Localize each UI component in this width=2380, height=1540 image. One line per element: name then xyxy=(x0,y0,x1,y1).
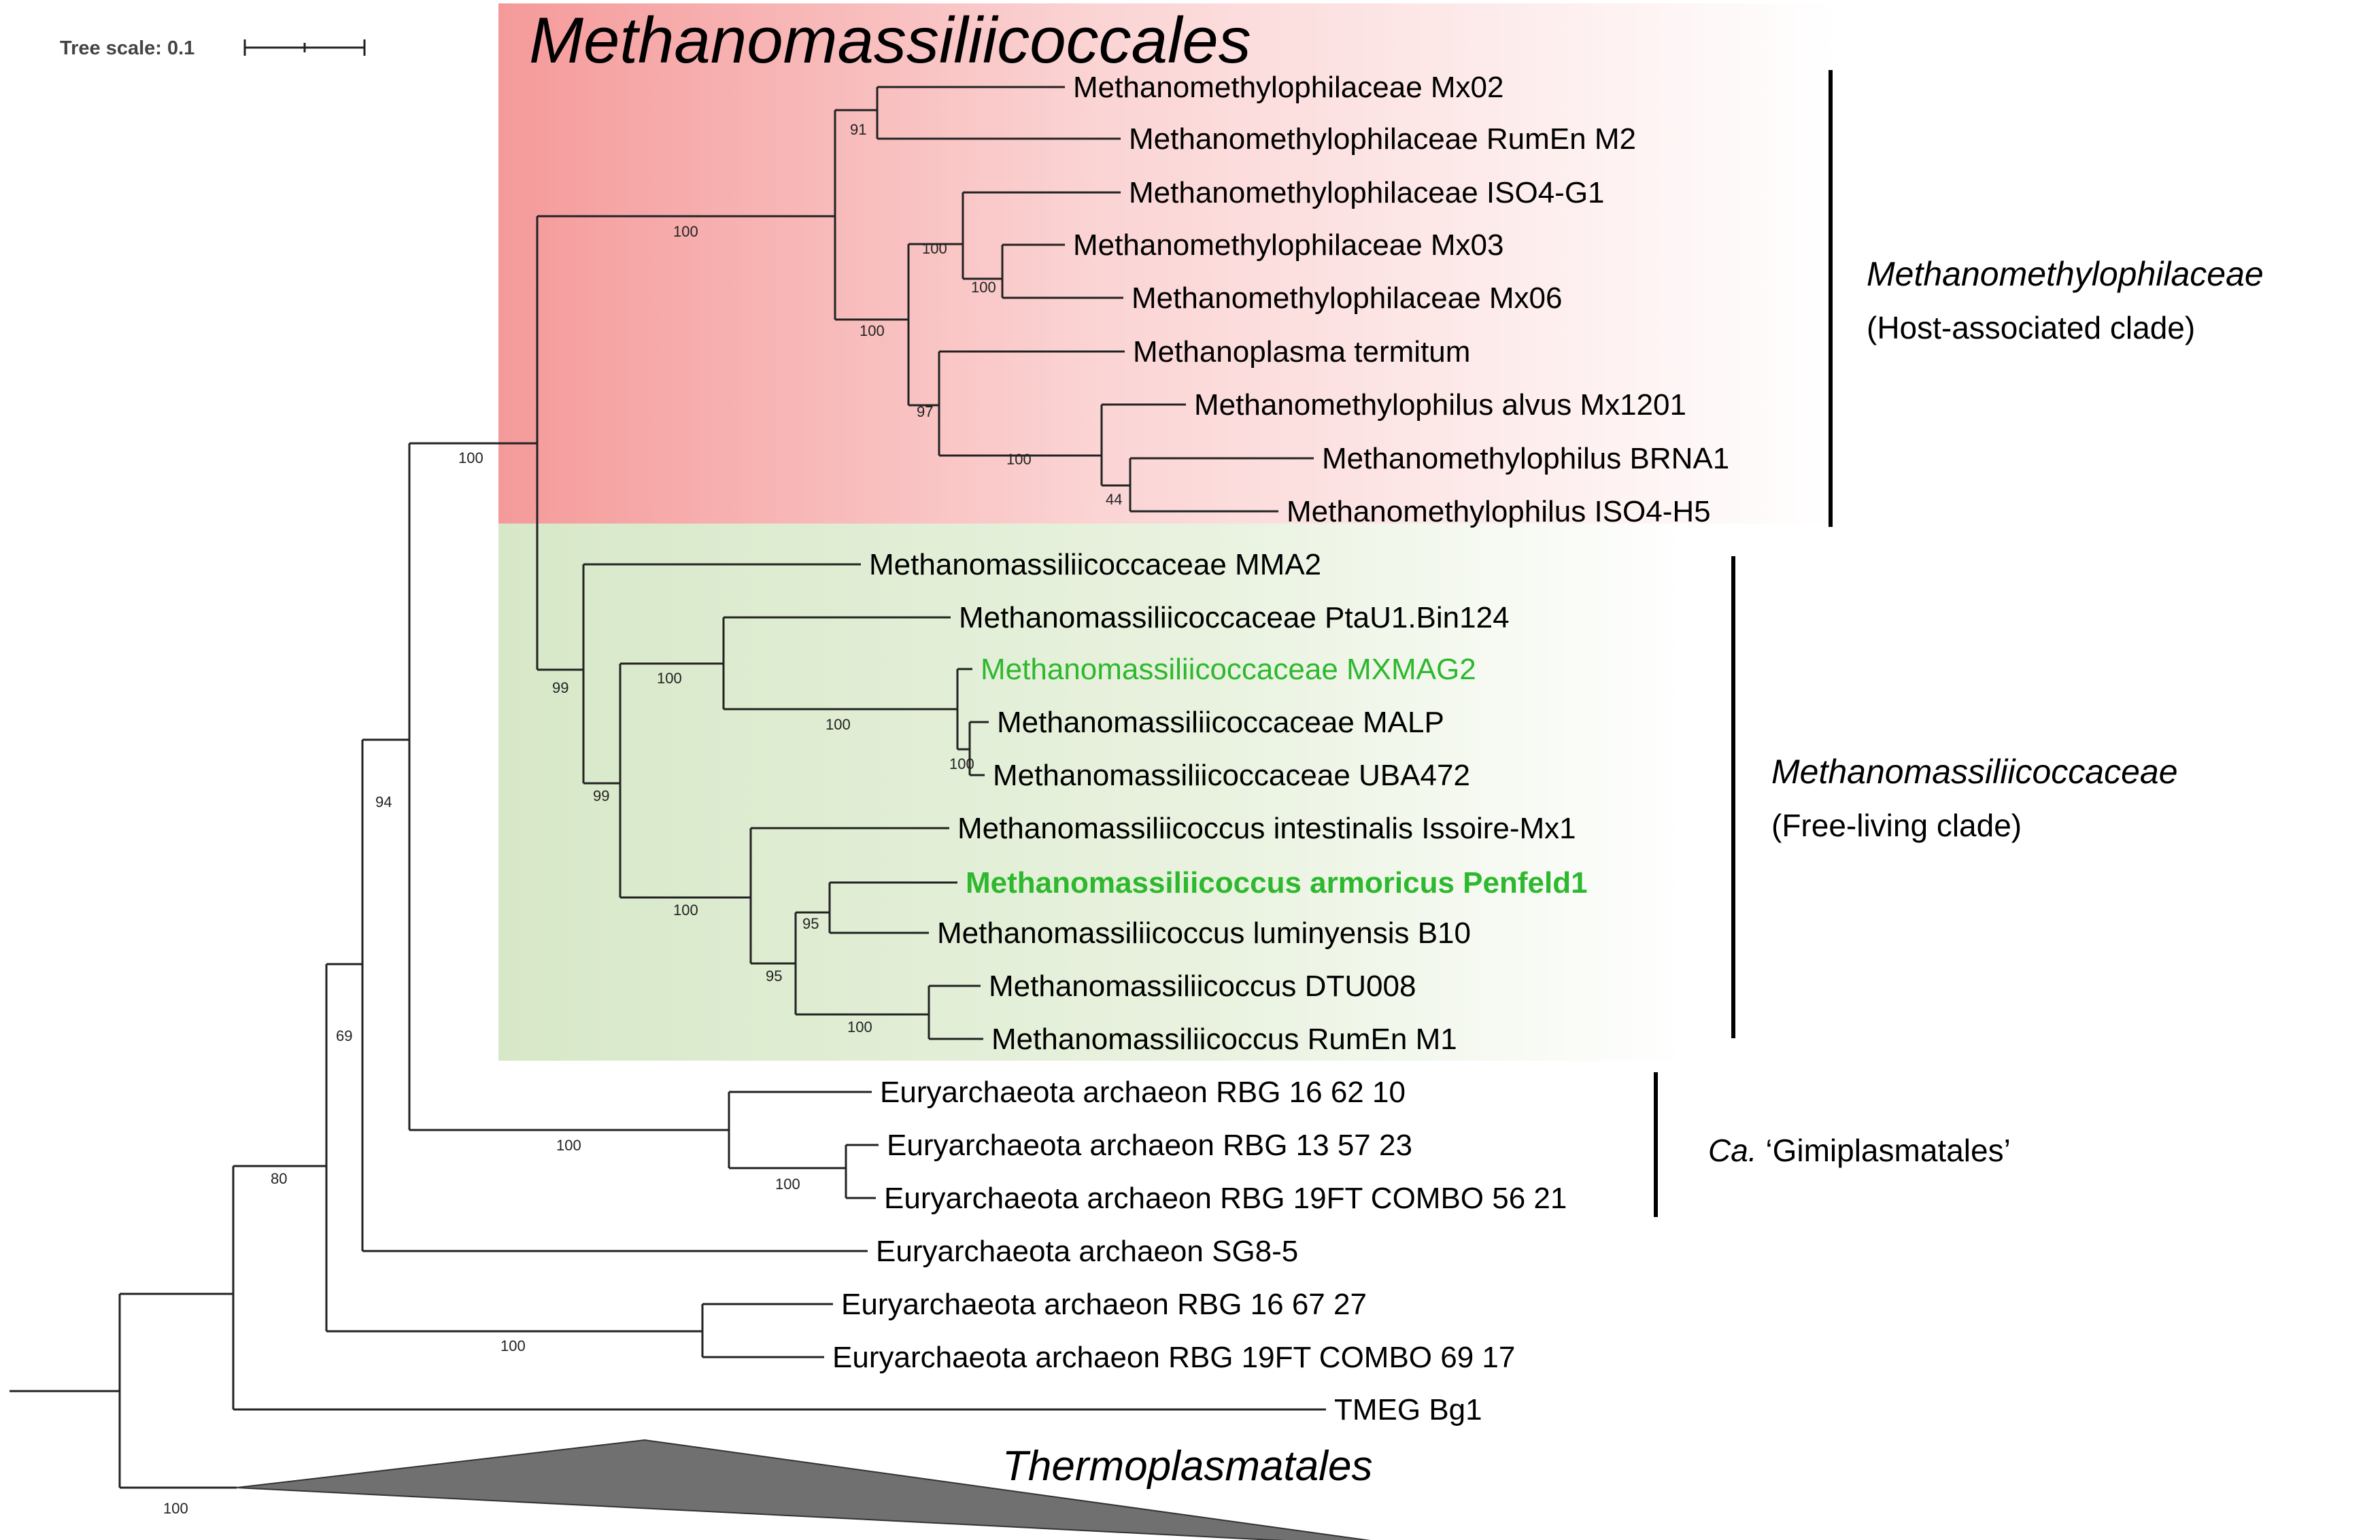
bootstrap-value: 95 xyxy=(766,968,782,985)
bootstrap-value: 100 xyxy=(458,449,483,466)
tip-label: Methanomassiliicoccus RumEn M1 xyxy=(991,1023,1457,1056)
order-title: Methanomassiliicoccales xyxy=(529,4,1251,77)
bootstrap-value: 99 xyxy=(593,787,609,804)
bootstrap-value: 100 xyxy=(775,1176,800,1193)
tip-label: Methanomethylophilus alvus Mx1201 xyxy=(1194,388,1686,422)
gimi-clade-name: ‘Gimiplasmatales’ xyxy=(1765,1133,2010,1168)
bootstrap-value: 91 xyxy=(850,121,866,138)
gimi-clade-prefix: Ca. xyxy=(1708,1133,1757,1168)
host-clade-name: Methanomethylophilaceae xyxy=(1867,255,2264,293)
tip-label: Methanomassiliicoccaceae UBA472 xyxy=(993,759,1470,792)
bootstrap-value: 44 xyxy=(1106,491,1122,508)
bootstrap-value: 100 xyxy=(860,322,885,339)
bootstrap-value: 100 xyxy=(847,1019,872,1036)
tree-scale-label: Tree scale: 0.1 xyxy=(60,37,194,59)
tip-label: Methanomassiliicoccaceae PtaU1.Bin124 xyxy=(959,601,1510,634)
tip-label: Methanomassiliicoccus DTU008 xyxy=(989,970,1416,1003)
bootstrap-value: 100 xyxy=(971,279,996,296)
free-clade-description: (Free-living clade) xyxy=(1771,808,2022,843)
gimi-clade-label: Ca. ‘Gimiplasmatales’ xyxy=(1708,1133,2011,1168)
tip-label: Methanomethylophilaceae Mx02 xyxy=(1073,71,1504,104)
bootstrap-value: 97 xyxy=(917,403,933,420)
host-clade-background xyxy=(498,3,1836,524)
tip-label: Methanomethylophilaceae Mx06 xyxy=(1132,281,1563,315)
tip-label: Methanomassiliicoccaceae MALP xyxy=(997,706,1444,739)
bootstrap-value: 80 xyxy=(271,1170,287,1187)
tip-label: Euryarchaeota archaeon RBG 16 62 10 xyxy=(880,1076,1406,1109)
tip-label: Euryarchaeota archaeon SG8-5 xyxy=(876,1235,1298,1268)
bootstrap-value: 100 xyxy=(556,1137,581,1154)
bootstrap-value: 100 xyxy=(922,240,947,257)
tip-label: Methanomethylophilaceae RumEn M2 xyxy=(1129,122,1636,156)
tip-label: Methanomassiliicoccus luminyensis B10 xyxy=(937,917,1471,950)
tip-label: Methanomethylophilus ISO4-H5 xyxy=(1287,495,1711,528)
bootstrap-value: 100 xyxy=(1006,451,1032,468)
bootstrap-value: 100 xyxy=(657,670,682,687)
tip-label-highlighted: Methanomassiliicoccaceae MXMAG2 xyxy=(981,653,1476,686)
tip-label: TMEG Bg1 xyxy=(1334,1393,1482,1426)
thermoplasmatales-label: Thermoplasmatales xyxy=(1002,1443,1372,1490)
tip-label: Methanoplasma termitum xyxy=(1133,335,1470,369)
bootstrap-value: 100 xyxy=(163,1500,188,1517)
free-clade-name: Methanomassiliicoccaceae xyxy=(1771,753,2178,791)
tip-labels: Methanomethylophilaceae Mx02 Methanometh… xyxy=(832,71,1729,1426)
tip-label: Euryarchaeota archaeon RBG 16 67 27 xyxy=(841,1288,1367,1321)
tip-label: Methanomassiliicoccaceae MMA2 xyxy=(869,548,1321,581)
bootstrap-value: 95 xyxy=(802,915,819,932)
tip-label-highlighted: Methanomassiliicoccus armoricus Penfeld1 xyxy=(966,866,1588,900)
bootstrap-value: 69 xyxy=(336,1027,352,1044)
bootstrap-value: 100 xyxy=(500,1337,526,1354)
free-clade-background xyxy=(498,524,1690,1061)
bootstrap-value: 94 xyxy=(375,793,392,810)
tip-label: Methanomethylophilus BRNA1 xyxy=(1322,442,1729,475)
thermoplasmatales-collapsed-wedge xyxy=(236,1439,1371,1540)
bootstrap-value: 100 xyxy=(949,755,974,772)
tip-label: Euryarchaeota archaeon RBG 19FT COMBO 56… xyxy=(884,1182,1567,1215)
bootstrap-value: 100 xyxy=(673,223,698,240)
bootstrap-value: 99 xyxy=(552,679,568,696)
tip-label: Methanomassiliicoccus intestinalis Issoi… xyxy=(957,812,1576,845)
bootstrap-value: 100 xyxy=(826,716,851,733)
tip-label: Euryarchaeota archaeon RBG 13 57 23 xyxy=(887,1129,1412,1162)
tip-label: Methanomethylophilaceae Mx03 xyxy=(1073,228,1504,262)
tip-label: Methanomethylophilaceae ISO4-G1 xyxy=(1129,176,1605,209)
tree-scale-bar xyxy=(243,39,366,56)
host-clade-description: (Host-associated clade) xyxy=(1867,310,2195,345)
bootstrap-value: 100 xyxy=(673,902,698,919)
tree-branches xyxy=(10,86,1326,1489)
tip-label: Euryarchaeota archaeon RBG 19FT COMBO 69… xyxy=(832,1341,1515,1374)
bootstrap-values: 91 100 100 100 100 97 100 44 100 99 100 … xyxy=(163,121,1122,1517)
